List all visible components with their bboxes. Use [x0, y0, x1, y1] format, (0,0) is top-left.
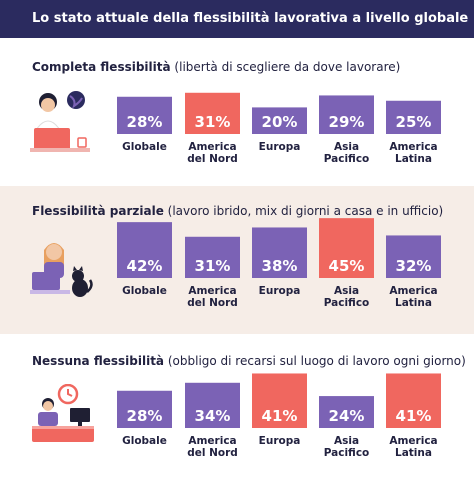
- bar-value-label: 20%: [262, 113, 298, 131]
- bar-chart-full-flexibility: 28% Globale 31% America del Nord 20% Europa 29%…: [117, 92, 441, 165]
- bar-asia-pacifico: [319, 396, 374, 428]
- bar-globale: [117, 222, 172, 278]
- bar-value-label: 42%: [127, 257, 163, 275]
- category-label: Europa: [259, 435, 301, 447]
- bar-value-label: 29%: [329, 113, 365, 131]
- section-partial-flexibility: Flessibilità parziale (lavoro ibrido, mi…: [0, 186, 474, 334]
- bar-america-del-nord: [185, 92, 240, 134]
- bar-asia-pacifico: [319, 218, 374, 278]
- section-title: Nessuna flessibilità (obbligo di recarsi…: [32, 354, 466, 368]
- category-label: America del Nord: [187, 141, 238, 165]
- remote-worker-globe-icon: [30, 90, 100, 160]
- section-title: Flessibilità parziale (lavoro ibrido, mi…: [32, 204, 444, 218]
- category-label: Globale: [122, 285, 167, 297]
- bar-value-label: 38%: [262, 257, 298, 275]
- bar-value-label: 24%: [329, 407, 365, 425]
- bar-value-label: 45%: [329, 257, 365, 275]
- bar-value-label: 25%: [396, 113, 432, 131]
- bar-america-del-nord: [185, 382, 240, 428]
- bar-america-latina: [386, 100, 441, 134]
- bar-chart-partial-flexibility: 42% Globale 31% America del Nord 38% Europa 45%…: [117, 218, 441, 309]
- category-label: Globale: [122, 435, 167, 447]
- bar-asia-pacifico: [319, 95, 374, 134]
- category-label: Globale: [122, 141, 167, 153]
- hybrid-worker-cat-icon: [30, 236, 100, 306]
- bar-value-label: 32%: [396, 257, 432, 275]
- category-label: Asia Pacifico: [324, 141, 370, 165]
- category-label: America Latina: [389, 285, 437, 309]
- category-label: Europa: [259, 141, 301, 153]
- bar-globale: [117, 390, 172, 428]
- category-label: America del Nord: [187, 285, 238, 309]
- category-label: Asia Pacifico: [324, 285, 370, 309]
- section-no-flexibility: Nessuna flessibilità (obbligo di recarsi…: [0, 336, 474, 484]
- bar-europa: [252, 373, 307, 428]
- bar-europa: [252, 107, 307, 134]
- bar-value-label: 34%: [195, 407, 231, 425]
- category-label: Europa: [259, 285, 301, 297]
- bar-america-latina: [386, 373, 441, 428]
- office-worker-clock-icon: [30, 383, 100, 454]
- category-label: America Latina: [389, 435, 437, 459]
- category-label: America Latina: [389, 141, 437, 165]
- section-full-flexibility: Completa flessibilità (libertà di scegli…: [0, 42, 474, 190]
- bar-america-latina: [386, 235, 441, 278]
- bar-chart-no-flexibility: 28% Globale 34% America del Nord 41% Europa 24%…: [117, 373, 441, 459]
- bar-value-label: 41%: [262, 407, 298, 425]
- bar-america-del-nord: [185, 236, 240, 278]
- bar-value-label: 28%: [127, 113, 163, 131]
- bar-europa: [252, 227, 307, 278]
- section-title: Completa flessibilità (libertà di scegli…: [32, 60, 401, 74]
- bar-value-label: 41%: [396, 407, 432, 425]
- page-title: Lo stato attuale della flessibilità lavo…: [32, 11, 469, 26]
- category-label: Asia Pacifico: [324, 435, 370, 459]
- bar-globale: [117, 96, 172, 134]
- category-label: America del Nord: [187, 435, 238, 459]
- bar-value-label: 31%: [195, 113, 231, 131]
- header-bar: Lo stato attuale della flessibilità lavo…: [0, 0, 474, 38]
- bar-value-label: 31%: [195, 257, 231, 275]
- bar-value-label: 28%: [127, 407, 163, 425]
